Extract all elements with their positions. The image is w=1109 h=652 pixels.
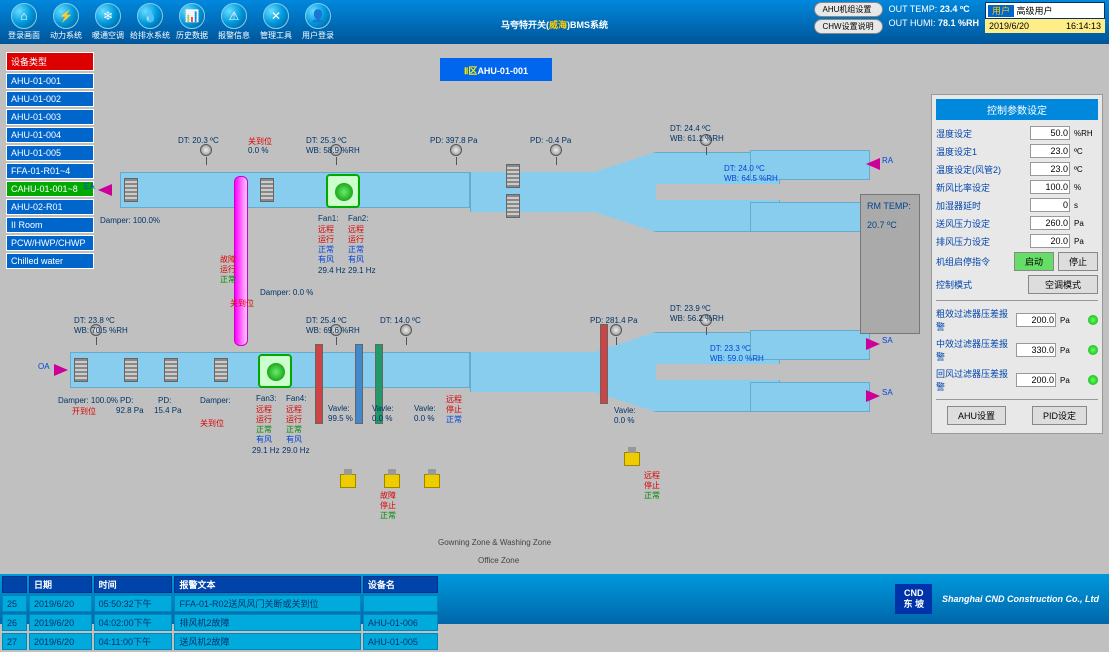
sidebar-item[interactable]: AHU-01-003 (6, 109, 94, 125)
status-led (1088, 375, 1098, 385)
sidebar-item[interactable]: PCW/HWP/CHWP (6, 235, 94, 251)
alarm-row[interactable]: 262019/6/2004:02:00下午排风机2故障AHU-01-006 (2, 614, 438, 631)
sidebar-item[interactable]: AHU-01-004 (6, 127, 94, 143)
mode-button[interactable]: 空调模式 (1028, 275, 1098, 294)
sidebar: 设备类型 AHU-01-001 AHU-01-002 AHU-01-003 AHU-01… (6, 52, 94, 269)
start-button[interactable]: 启动 (1014, 252, 1054, 271)
heating-coil (234, 176, 248, 346)
hvac-diagram: EA RA RA OA SA SA DT: 20.3 ºC 关到位 0.0 % … (100, 94, 860, 564)
nav-icon: 👤 (305, 3, 331, 29)
panel-alarms: 粗效过滤器压差报警Pa中效过滤器压差报警Pa回风过滤器压差报警Pa (936, 307, 1098, 393)
nav-icon: ⚡ (53, 3, 79, 29)
nav-item[interactable]: ⌂登录画面 (4, 3, 44, 41)
main-area: 设备类型 AHU-01-001 AHU-01-002 AHU-01-003 AHU-01… (0, 44, 1109, 574)
setpoint-input[interactable] (1030, 144, 1070, 158)
nav-icon: 💧 (137, 3, 163, 29)
valve-4 (624, 452, 640, 466)
fan-1 (326, 174, 360, 208)
alarm-header-row: 日期时间报警文本设备名 (2, 576, 438, 593)
nav-item[interactable]: ✕管理工具 (256, 3, 296, 41)
nav-item[interactable]: 📊历史数据 (172, 3, 212, 41)
valve-1 (340, 474, 356, 488)
nav-icon: 📊 (179, 3, 205, 29)
sidebar-item[interactable]: 设备类型 (6, 52, 94, 71)
unit-title: Ⅱ区AHU-01-001 (440, 58, 552, 81)
sidebar-item[interactable]: CAHU-01-001~8 (6, 181, 94, 197)
alarm-body: 252019/6/2005:50:32下午FFA-01-R02送风风门关断或关到… (2, 595, 438, 650)
brand: CND东 坡 Shanghai CND Construction Co., Lt… (440, 574, 1109, 624)
status-led (1088, 315, 1098, 325)
mode-toggle[interactable]: AHU机组设置 (814, 2, 883, 17)
setpoint-input[interactable] (1030, 198, 1070, 212)
nav-item[interactable]: 💧给排水系统 (130, 3, 170, 41)
mode-buttons: AHU机组设置 CHW设置说明 (814, 2, 883, 34)
nav-icon: ✕ (263, 3, 289, 29)
control-panel: 控制参数设定 湿度设定%RH温度设定1ºC温度设定(风管2)ºC新风比率设定%加… (931, 94, 1103, 434)
nav-item[interactable]: ⚠报警信息 (214, 3, 254, 41)
alarm-input[interactable] (1016, 343, 1056, 357)
setpoint-input[interactable] (1030, 216, 1070, 230)
user-label: 用户 (988, 5, 1014, 17)
alarm-row[interactable]: 272019/6/2004:11:00下午送风机2故障AHU-01-005 (2, 633, 438, 650)
sidebar-item[interactable]: AHU-01-002 (6, 91, 94, 107)
bottom-bar: 日期时间报警文本设备名 252019/6/2005:50:32下午FFA-01-… (0, 574, 1109, 624)
app-title: 马夸特开关(威海)BMS系统 (501, 12, 608, 33)
alarm-input[interactable] (1016, 373, 1056, 387)
nav-item[interactable]: ❄暖通空调 (88, 3, 128, 41)
panel-title: 控制参数设定 (936, 99, 1098, 120)
fan-3 (258, 354, 292, 388)
room-temp-box: RM TEMP: 20.7 ºC (860, 194, 920, 334)
ahu-settings-button[interactable]: AHU设置 (947, 406, 1006, 425)
setpoint-input[interactable] (1030, 126, 1070, 140)
alarm-table: 日期时间报警文本设备名 252019/6/2005:50:32下午FFA-01-… (0, 574, 440, 652)
user-value: 高级用户 (1017, 6, 1053, 16)
nav-icons: ⌂登录画面⚡动力系统❄暖通空调💧给排水系统📊历史数据⚠报警信息✕管理工具👤用户登… (4, 3, 338, 41)
nav-icon: ❄ (95, 3, 121, 29)
sidebar-item[interactable]: AHU-01-005 (6, 145, 94, 161)
sidebar-item[interactable]: Chilled water (6, 253, 94, 269)
pid-settings-button[interactable]: PID设定 (1032, 406, 1087, 425)
setpoint-input[interactable] (1030, 180, 1070, 194)
setpoint-input[interactable] (1030, 234, 1070, 248)
alarm-row[interactable]: 252019/6/2005:50:32下午FFA-01-R02送风风门关断或关到… (2, 595, 438, 612)
mode-toggle[interactable]: CHW设置说明 (814, 19, 883, 34)
valve-2 (384, 474, 400, 488)
valve-3 (424, 474, 440, 488)
sidebar-item[interactable]: FFA-01-R01~4 (6, 163, 94, 179)
status-led (1088, 345, 1098, 355)
panel-setpoints: 湿度设定%RH温度设定1ºC温度设定(风管2)ºC新风比率设定%加湿器延时s送风… (936, 126, 1098, 248)
nav-icon: ⚠ (221, 3, 247, 29)
datetime: 2019/6/2016:14:13 (985, 19, 1105, 33)
setpoint-input[interactable] (1030, 162, 1070, 176)
nav-item[interactable]: ⚡动力系统 (46, 3, 86, 41)
top-bar: ⌂登录画面⚡动力系统❄暖通空调💧给排水系统📊历史数据⚠报警信息✕管理工具👤用户登… (0, 0, 1109, 44)
user-box[interactable]: 用户 高级用户 (985, 2, 1105, 19)
alarm-input[interactable] (1016, 313, 1056, 327)
sidebar-item[interactable]: AHU-01-001 (6, 73, 94, 89)
sidebar-item[interactable]: AHU-02-R01 (6, 199, 94, 215)
nav-item[interactable]: 👤用户登录 (298, 3, 338, 41)
nav-icon: ⌂ (11, 3, 37, 29)
stop-button[interactable]: 停止 (1058, 252, 1098, 271)
sidebar-item[interactable]: II Room (6, 217, 94, 233)
env-readout: OUT TEMP: 23.4 ºC OUT HUMI: 78.1 %RH (889, 2, 979, 30)
